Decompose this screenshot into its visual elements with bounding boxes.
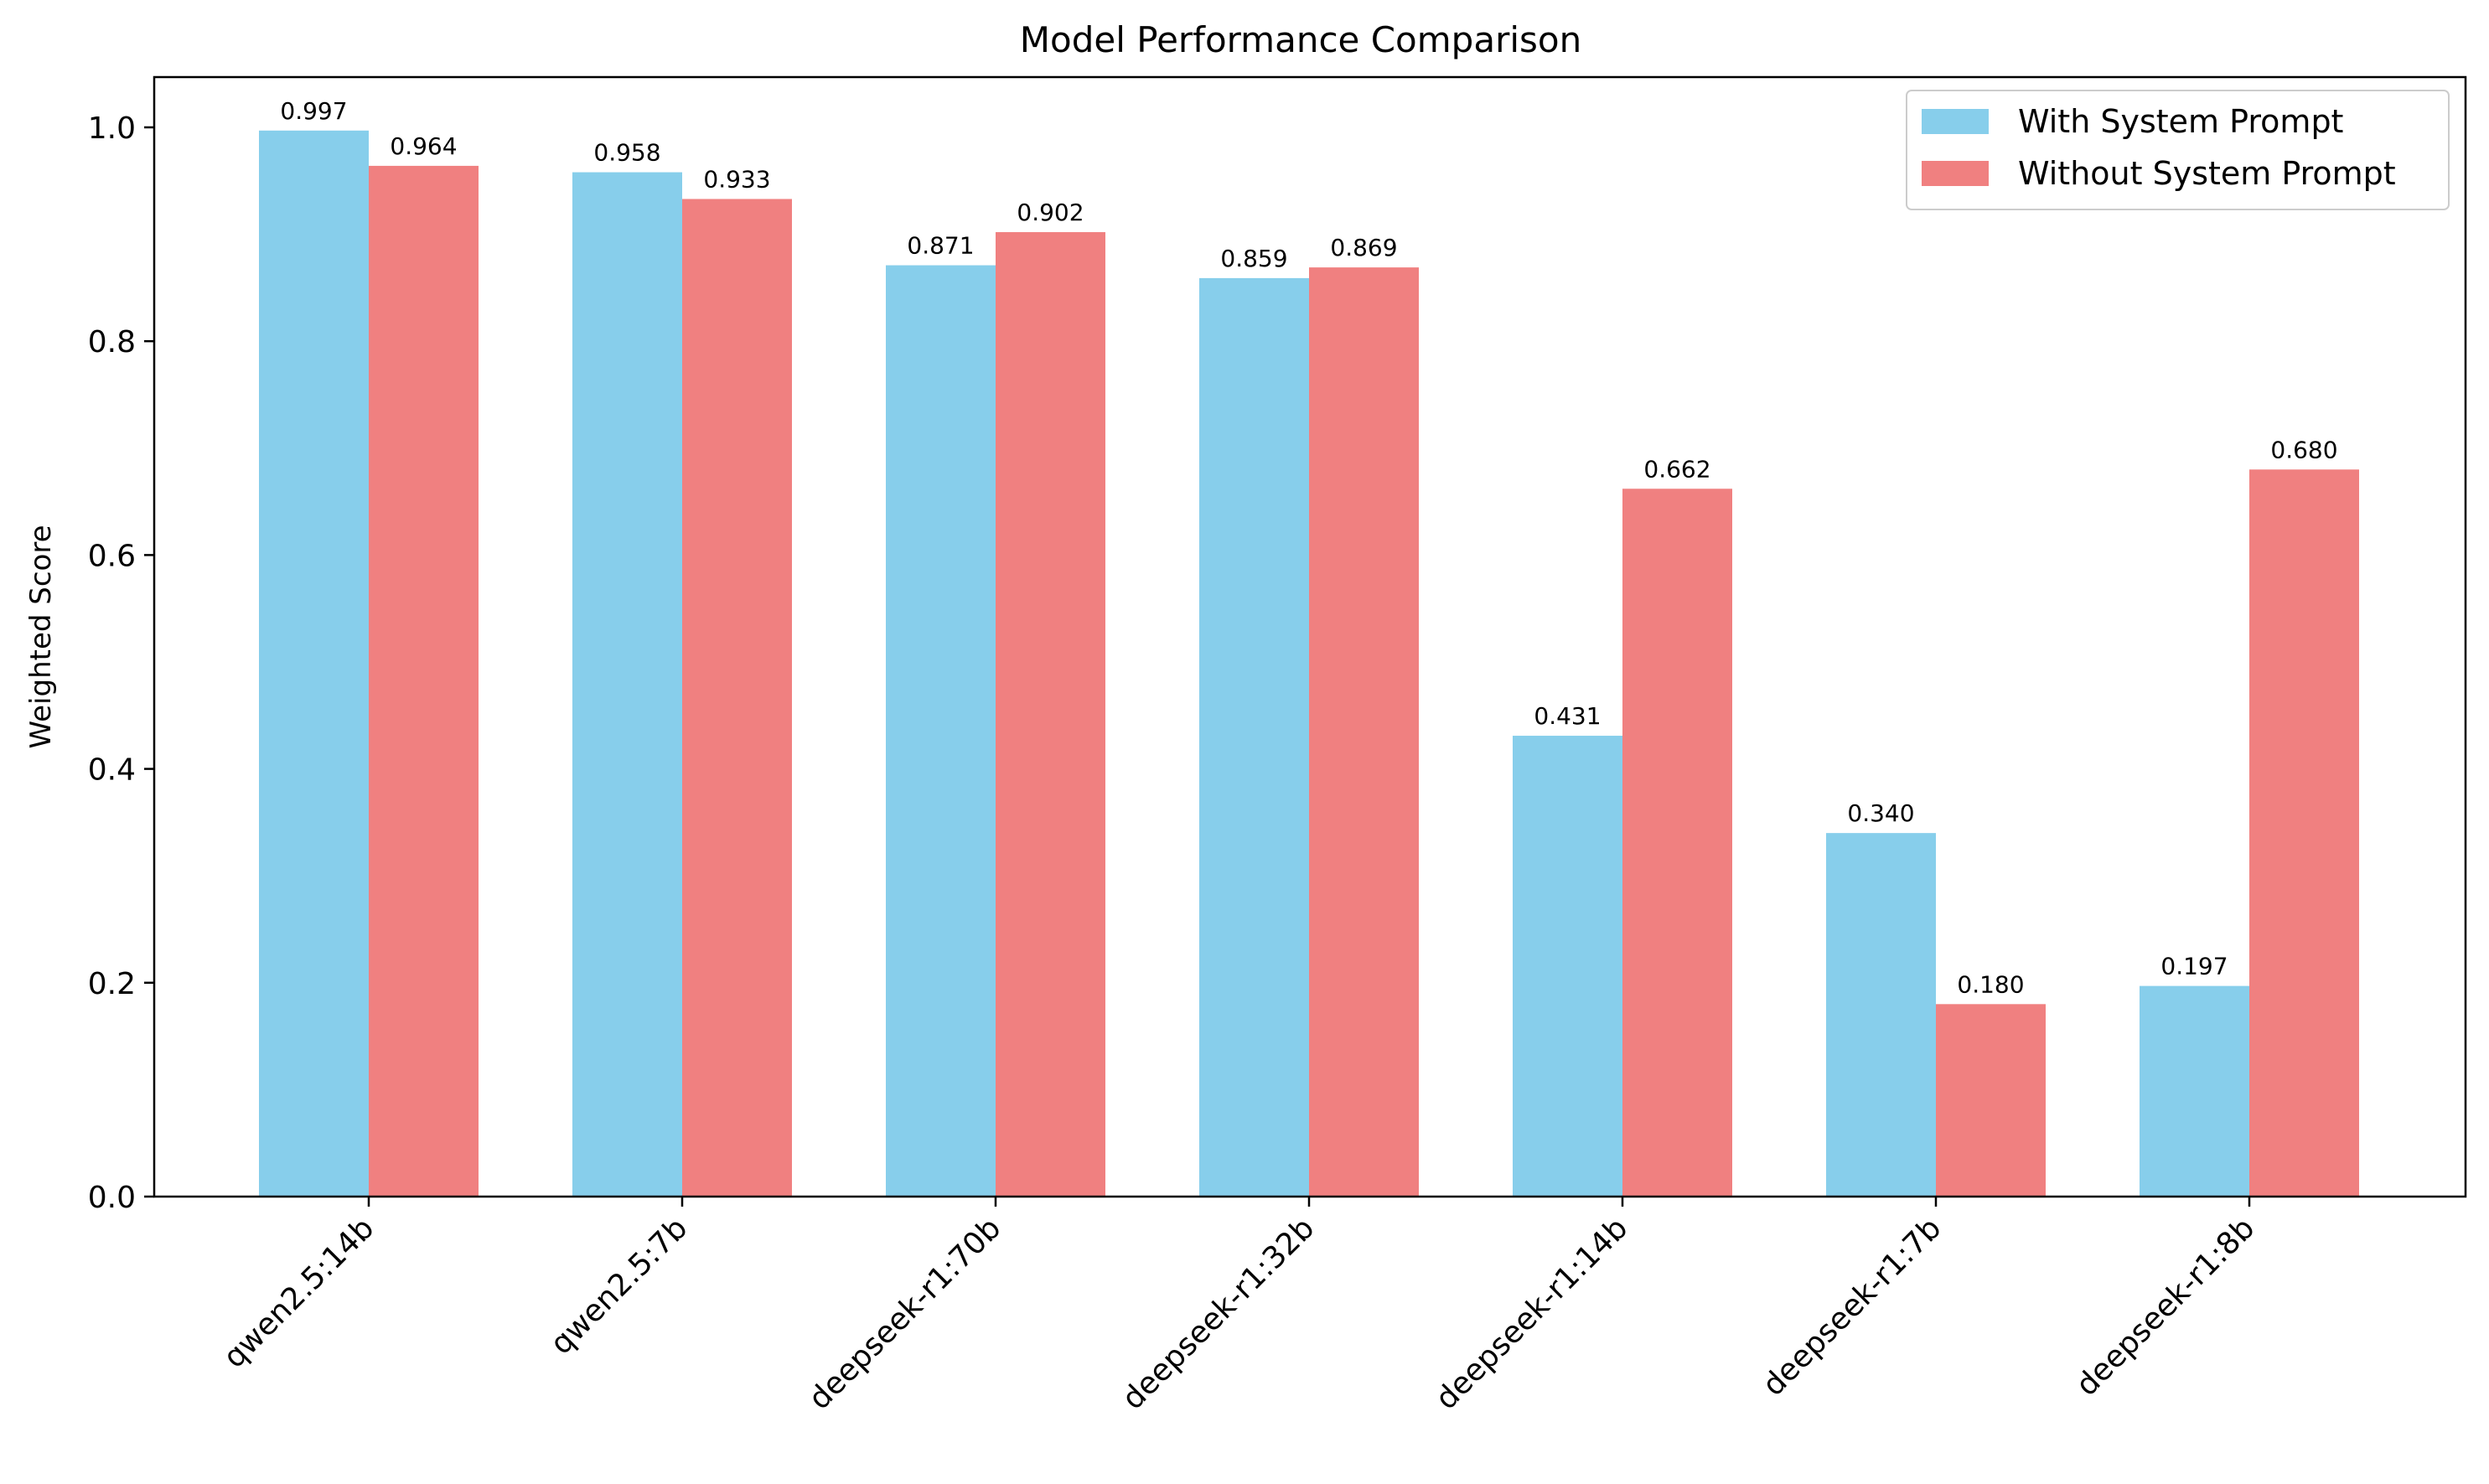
y-tick-label: 1.0 [88,111,136,146]
y-tick-label: 0.4 [88,753,136,788]
data-labels-layer: 0.997 0.958 0.871 0.859 0.431 0.340 0.197 0.964… [280,97,2337,999]
data-label: 0.340 [1847,799,1914,827]
data-label: 0.859 [1220,245,1287,272]
data-label: 0.871 [907,232,974,260]
data-label: 0.680 [2270,436,2337,463]
data-label: 0.997 [280,97,347,125]
data-label: 0.869 [1330,234,1397,261]
legend-box [1906,90,2450,210]
data-label: 0.662 [1643,455,1710,483]
bar-with-prompt-0 [259,130,369,1197]
bar-with-prompt-5 [1826,833,1936,1197]
bar-with-prompt-3 [1199,277,1309,1197]
bar-without-prompt-3 [1309,267,1419,1197]
bar-without-prompt-2 [996,232,1105,1197]
bar-without-prompt-4 [1622,489,1732,1197]
y-tick-label: 0.8 [88,325,136,359]
bars-layer [259,130,2359,1197]
legend-label: With System Prompt [2018,103,2343,140]
bar-without-prompt-6 [2249,469,2359,1197]
bar-without-prompt-1 [682,199,792,1197]
data-label: 0.933 [703,165,770,193]
y-tick-label: 0.2 [88,967,136,1001]
bar-with-prompt-4 [1513,736,1622,1197]
data-label: 0.964 [390,132,457,160]
data-label: 0.197 [2160,953,2228,980]
y-tick-label: 0.0 [88,1181,136,1215]
legend: With System Prompt Without System Prompt [1906,90,2450,210]
data-label: 0.958 [593,139,660,167]
bar-with-prompt-6 [2140,985,2249,1197]
bar-with-prompt-1 [572,172,682,1197]
y-tick-label: 0.6 [88,539,136,573]
legend-swatch [1922,161,1989,186]
bar-without-prompt-0 [369,165,479,1197]
data-label: 0.902 [1017,199,1084,226]
legend-swatch [1922,109,1989,134]
y-axis-label: Weighted Score [24,525,58,749]
bar-with-prompt-2 [886,265,996,1197]
legend-label: Without System Prompt [2018,155,2396,192]
data-label: 0.180 [1957,970,2024,998]
chart-title: Model Performance Comparison [1020,19,1581,60]
bar-without-prompt-5 [1936,1004,2046,1197]
data-label: 0.431 [1534,702,1601,730]
